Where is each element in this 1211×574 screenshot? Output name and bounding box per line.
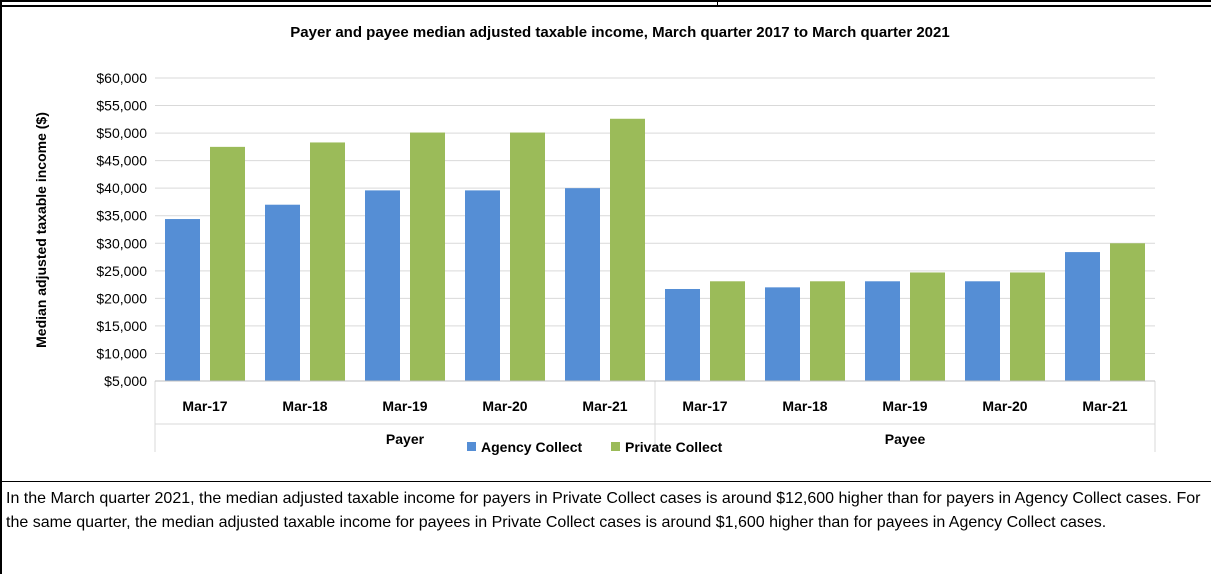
y-tick-label: $25,000 (96, 263, 147, 279)
chart-title: Payer and payee median adjusted taxable … (290, 24, 949, 41)
frame-left-border (0, 0, 2, 574)
group-label: Payee (885, 431, 926, 447)
y-tick-label: $30,000 (96, 235, 147, 251)
x-tick-label: Mar-20 (482, 398, 527, 414)
x-tick-label: Mar-19 (882, 398, 927, 414)
y-tick-label: $55,000 (96, 98, 147, 114)
y-tick-label: $40,000 (96, 180, 147, 196)
x-tick-label: Mar-17 (682, 398, 727, 414)
group-label: Payer (386, 431, 425, 447)
bar (265, 204, 300, 381)
bar (665, 288, 700, 381)
x-tick-label: Mar-18 (282, 398, 327, 414)
y-tick-label: $45,000 (96, 153, 147, 169)
bar (165, 219, 200, 381)
bar (865, 281, 900, 381)
x-tick-label: Mar-19 (382, 398, 427, 414)
y-axis-label: Median adjusted taxable income ($) (33, 112, 49, 348)
bar (810, 281, 845, 381)
x-axis: Mar-17 Mar-18 Mar-19 Mar-20 Mar-21 Payer Mar-1… (154, 380, 1156, 452)
frame-top-border (0, 0, 1211, 2)
gridlines (155, 77, 1155, 382)
bar (510, 132, 545, 381)
bar (910, 272, 945, 381)
bar (610, 118, 645, 381)
bars (165, 118, 1145, 381)
y-tick-label: $10,000 (96, 345, 147, 361)
bar (465, 190, 500, 381)
bar (410, 132, 445, 381)
bar (210, 146, 245, 381)
bar (310, 142, 345, 381)
bar (965, 281, 1000, 381)
frame-top-border-inner (0, 5, 1211, 7)
x-tick-label: Mar-20 (982, 398, 1027, 414)
frame-cell-divider (717, 0, 718, 6)
chart-note: In the March quarter 2021, the median ad… (6, 490, 1201, 531)
bar (765, 287, 800, 381)
y-tick-label: $50,000 (96, 125, 147, 141)
y-tick-label: $20,000 (96, 290, 147, 306)
x-tick-label: Mar-21 (582, 398, 627, 414)
bar (710, 281, 745, 381)
y-tick-label: $35,000 (96, 208, 147, 224)
legend-swatch (611, 442, 620, 451)
bar (565, 188, 600, 381)
y-tick-label: $60,000 (96, 70, 147, 86)
bar-chart: Payer and payee median adjusted taxable … (33, 24, 1156, 455)
bar (1010, 272, 1045, 381)
bar (365, 190, 400, 381)
note-divider (0, 481, 1211, 482)
bar (1110, 243, 1145, 381)
legend-entry: Agency Collect (481, 439, 582, 455)
bar (1065, 252, 1100, 381)
legend: Agency Collect Private Collect (467, 439, 723, 455)
legend-entry: Private Collect (625, 439, 723, 455)
y-tick-label: $5,000 (104, 373, 147, 389)
x-tick-label: Mar-18 (782, 398, 827, 414)
legend-swatch (467, 442, 476, 451)
y-tick-label: $15,000 (96, 318, 147, 334)
y-axis-ticks: $5,000 $10,000 $15,000 $20,000 $25,000 $30,00… (96, 70, 147, 389)
x-tick-label: Mar-17 (182, 398, 227, 414)
x-tick-label: Mar-21 (1082, 398, 1127, 414)
